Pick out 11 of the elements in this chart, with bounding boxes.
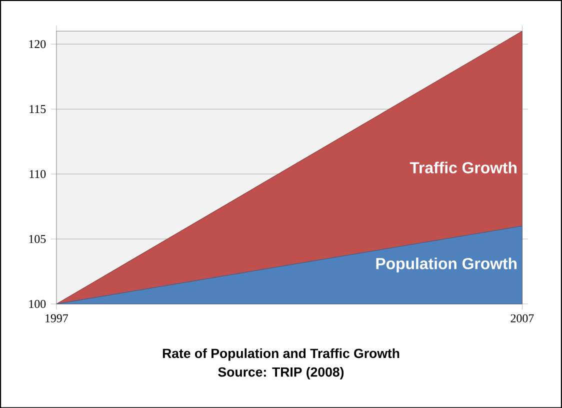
text: Rate of Population and Traffic Growth [162,348,400,361]
y-tick-label: 105 [29,234,46,243]
series-label: Traffic Growth [410,162,517,174]
source-note: Source: TRIP (2008) [218,366,344,380]
y-tick-label: 120 [29,40,46,48]
y-tick-label: 100 [29,300,46,308]
y-tick-label: 115 [30,104,46,113]
x-tick-label: 2007 [510,314,534,322]
x-tick-label: 1997 [46,314,68,322]
series-label: Population Growth [376,257,517,272]
y-tick-label: 110 [30,170,46,178]
